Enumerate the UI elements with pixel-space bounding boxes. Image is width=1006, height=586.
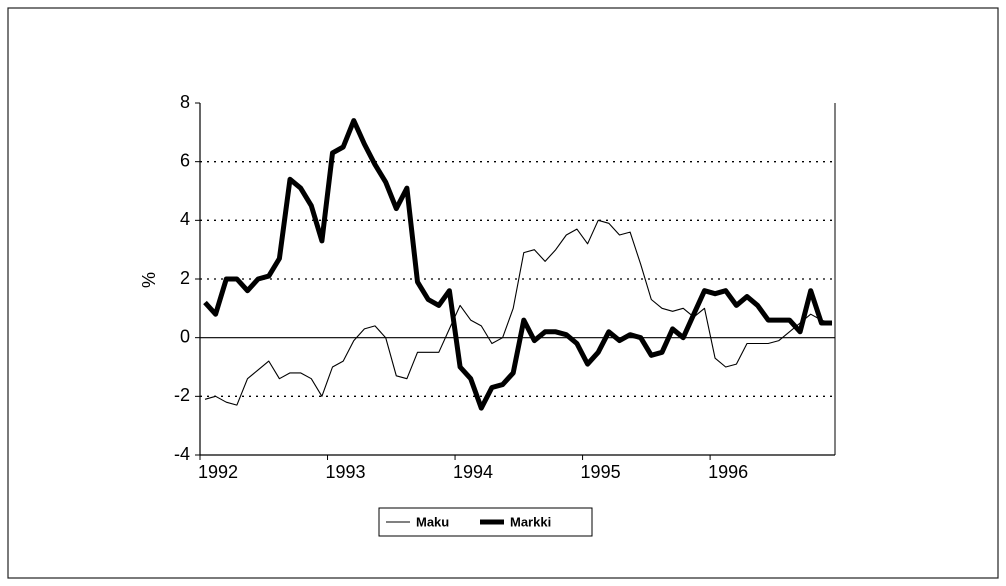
y-tick-label: 0 [180,326,190,346]
x-tick-label: 1993 [326,462,366,482]
y-tick-label: -2 [174,385,190,405]
series-line [204,219,833,406]
x-tick-label: 1996 [708,462,748,482]
frame [7,7,999,579]
y-tick-label: 6 [180,150,190,170]
y-tick-label: 8 [180,92,190,112]
y-tick-label: 2 [180,268,190,288]
legend-label: Maku [416,514,449,529]
x-tick-label: 1992 [198,462,238,482]
legend-label: Markki [510,514,551,529]
y-tick-label: 4 [180,209,190,229]
x-tick-label: 1995 [581,462,621,482]
y-axis-label: % [139,272,159,288]
x-tick-label: 1994 [453,462,493,482]
y-tick-label: -4 [174,444,190,464]
series-line [203,118,832,411]
